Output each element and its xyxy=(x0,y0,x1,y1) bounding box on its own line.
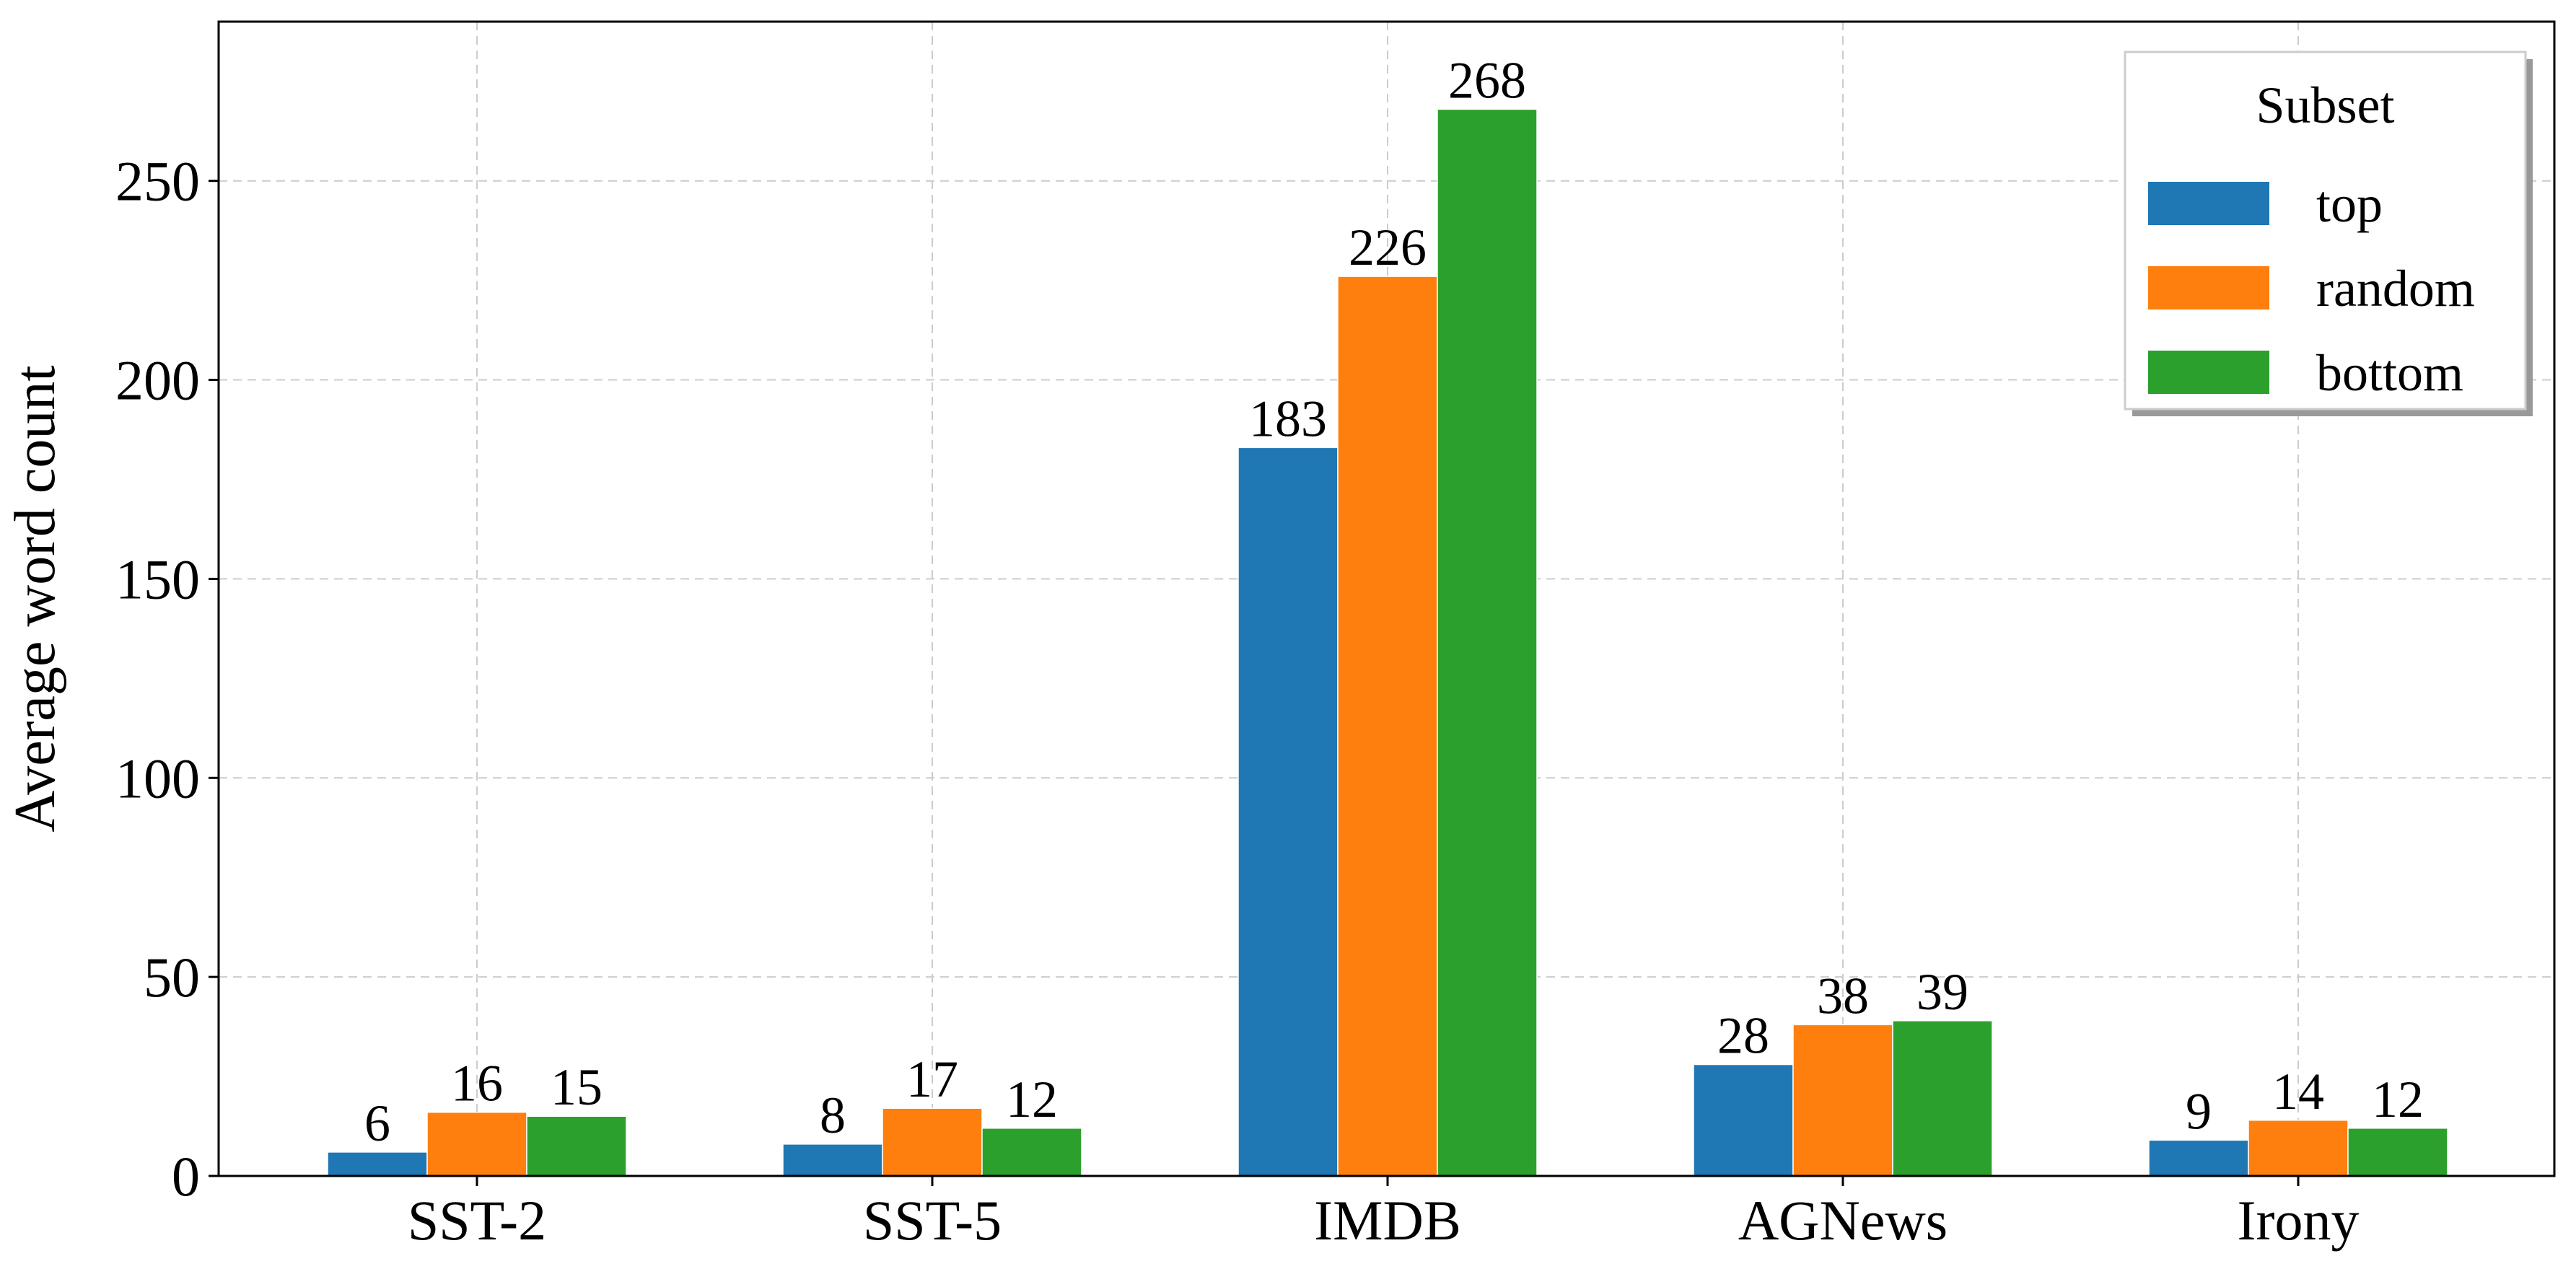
bar-value-label: 28 xyxy=(1717,1007,1769,1065)
bar-value-label: 268 xyxy=(1448,51,1526,109)
y-tick-label: 150 xyxy=(115,548,200,610)
bar-random xyxy=(882,1107,983,1177)
bar-bottom xyxy=(1437,108,1538,1177)
y-tick-label: 100 xyxy=(115,747,200,809)
bar-value-label: 39 xyxy=(1916,963,1968,1021)
legend-box xyxy=(2124,51,2527,410)
x-tick-label: Irony xyxy=(2238,1189,2360,1252)
bar-top xyxy=(1237,447,1339,1177)
y-axis-label: Average word count xyxy=(4,365,67,832)
bar-top xyxy=(2148,1139,2249,1177)
bar-value-label: 226 xyxy=(1349,219,1427,276)
x-tick-label: IMDB xyxy=(1314,1189,1461,1252)
bar-bottom xyxy=(2347,1128,2448,1177)
y-axis-ticks: 0 50 100 150 200 250 xyxy=(115,150,219,1208)
bar-top xyxy=(327,1151,428,1177)
bar-value-label: 6 xyxy=(364,1094,390,1152)
y-tick-label: 250 xyxy=(115,150,200,213)
bar-top xyxy=(782,1143,883,1177)
legend-swatch-top xyxy=(2148,182,2269,225)
bars xyxy=(327,108,2448,1177)
legend-entry-bottom: bottom xyxy=(2316,344,2463,402)
bar-bottom xyxy=(526,1115,627,1177)
bar-value-label: 8 xyxy=(820,1086,846,1144)
legend-entry-top: top xyxy=(2316,175,2383,233)
bar-value-label: 17 xyxy=(906,1050,958,1108)
bar-value-label: 12 xyxy=(1006,1071,1058,1128)
x-tick-label: AGNews xyxy=(1738,1189,1948,1252)
x-tick-label: SST-5 xyxy=(863,1189,1002,1252)
x-tick-label: SST-2 xyxy=(408,1189,546,1252)
legend-entry-random: random xyxy=(2316,260,2475,317)
bar-random xyxy=(1337,276,1438,1177)
y-tick-label: 200 xyxy=(115,349,200,412)
bar-value-label: 183 xyxy=(1249,390,1327,447)
legend-swatch-random xyxy=(2148,266,2269,309)
bar-bottom xyxy=(981,1128,1082,1177)
bar-value-label: 9 xyxy=(2186,1082,2212,1140)
bar-value-label: 14 xyxy=(2272,1063,2324,1120)
bar-value-label: 16 xyxy=(451,1055,503,1112)
bar-top xyxy=(1693,1063,1794,1177)
bar-random xyxy=(426,1111,527,1177)
bar-random xyxy=(2248,1120,2349,1177)
bar-value-label: 38 xyxy=(1817,967,1869,1024)
legend-swatch-bottom xyxy=(2148,351,2269,394)
data-labels: 6 8 183 28 9 16 17 226 38 14 15 12 268 39 12 xyxy=(364,51,2424,1152)
y-tick-label: 0 xyxy=(172,1145,200,1208)
legend: Subset top random bottom xyxy=(2124,51,2533,416)
legend-title: Subset xyxy=(2256,76,2394,134)
bar-value-label: 12 xyxy=(2372,1071,2424,1128)
bar-value-label: 15 xyxy=(551,1058,603,1116)
bar-random xyxy=(1792,1024,1893,1177)
y-tick-label: 50 xyxy=(144,946,200,1009)
bar-bottom xyxy=(1892,1020,1993,1177)
x-axis-ticks: SST-2 SST-5 IMDB AGNews Irony xyxy=(408,1176,2360,1252)
